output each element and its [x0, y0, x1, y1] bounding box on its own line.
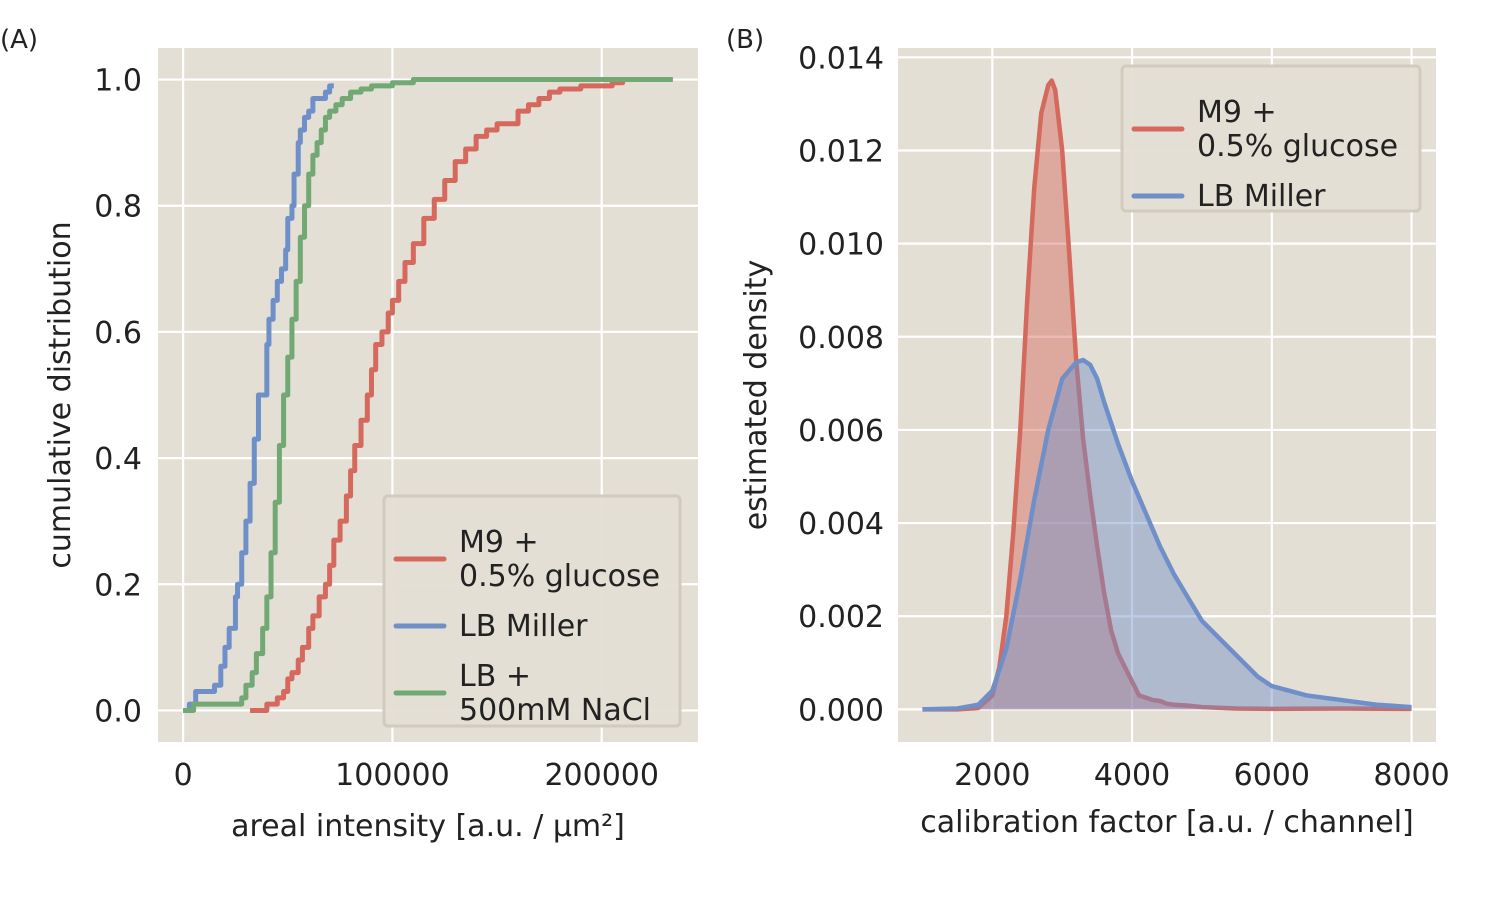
- panel-b-y-axis-label: estimated density: [739, 260, 774, 531]
- panel-a-tick-labels: 0 100000 200000 0.0 0.2 0.4 0.6 0.8 1.0: [94, 64, 659, 793]
- series-line-lb-500mm-nacl: [183, 77, 673, 713]
- legend-label-lb-500mm-nacl: 500mM NaCl: [459, 693, 651, 728]
- y-tick-label: 0.0: [94, 694, 142, 729]
- legend-label-lb-miller: LB Miller: [1197, 179, 1326, 214]
- panel-b-x-axis-label: calibration factor [a.u. / channel]: [920, 805, 1414, 840]
- x-tick-label: 0: [174, 758, 193, 793]
- series-line-lb-miller: [922, 357, 1412, 712]
- panel-a-grid: [158, 48, 698, 742]
- panel-a-tag: (A): [0, 25, 38, 55]
- y-tick-label: 0.004: [798, 507, 884, 542]
- legend-label-lb-miller: LB Miller: [459, 609, 588, 644]
- y-tick-label: 0.4: [94, 442, 142, 477]
- y-tick-label: 0.014: [798, 41, 884, 76]
- panel-a-series: [183, 77, 673, 713]
- y-tick-label: 0.8: [94, 190, 142, 225]
- x-tick-label: 8000: [1373, 758, 1449, 793]
- y-tick-label: 0.2: [94, 568, 142, 603]
- panel-b-tick-labels: 2000 4000 6000 8000 0.000 0.002 0.004 0.006 0.00…: [798, 41, 1450, 793]
- y-tick-label: 0.010: [798, 228, 884, 263]
- panel-a-x-axis-label: areal intensity [a.u. / µm²]: [231, 809, 625, 844]
- legend-box: [382, 494, 682, 728]
- legend-label-m9-0-5-glucose: 0.5% glucose: [459, 559, 660, 594]
- legend-box: [1120, 64, 1422, 213]
- panel-a-y-axis-label: cumulative distribution: [43, 221, 78, 568]
- series-line-lb-miller: [183, 83, 334, 713]
- panel-b-legend: M9 +0.5% glucose LB Miller: [1120, 64, 1422, 214]
- series-line-m9-0-5-glucose: [250, 77, 636, 713]
- x-tick-label: 4000: [1094, 758, 1170, 793]
- y-tick-label: 0.006: [798, 414, 884, 449]
- x-tick-label: 200000: [544, 758, 659, 793]
- y-tick-label: 0.012: [798, 134, 884, 169]
- series-area-m9-0-5-glucose: [922, 80, 1412, 710]
- y-tick-label: 1.0: [94, 64, 142, 99]
- series-area-lb-miller: [922, 360, 1412, 710]
- y-tick-label: 0.008: [798, 321, 884, 356]
- panel-a: 0 100000 200000 0.0 0.2 0.4 0.6 0.8 1.0 (A) area…: [0, 25, 698, 844]
- legend-label-m9-0-5-glucose: 0.5% glucose: [1197, 129, 1398, 164]
- series-line-m9-0-5-glucose: [922, 78, 1412, 712]
- panel-b-tag: (B): [726, 25, 764, 55]
- x-tick-label: 2000: [954, 758, 1030, 793]
- y-tick-label: 0.6: [94, 316, 142, 351]
- legend-label-m9-0-5-glucose: M9 +: [1197, 95, 1277, 130]
- x-tick-label: 100000: [335, 758, 450, 793]
- legend-label-m9-0-5-glucose: M9 +: [459, 525, 539, 560]
- y-tick-label: 0.000: [798, 693, 884, 728]
- panel-b-series: [922, 78, 1412, 712]
- y-tick-label: 0.002: [798, 600, 884, 635]
- panel-a-legend: M9 +0.5% glucose LB Miller LB +500mM NaCl: [382, 494, 682, 728]
- x-tick-label: 6000: [1234, 758, 1310, 793]
- legend-label-lb-500mm-nacl: LB +: [459, 659, 531, 694]
- panel-b: 2000 4000 6000 8000 0.000 0.002 0.004 0.006 0.00…: [726, 25, 1450, 840]
